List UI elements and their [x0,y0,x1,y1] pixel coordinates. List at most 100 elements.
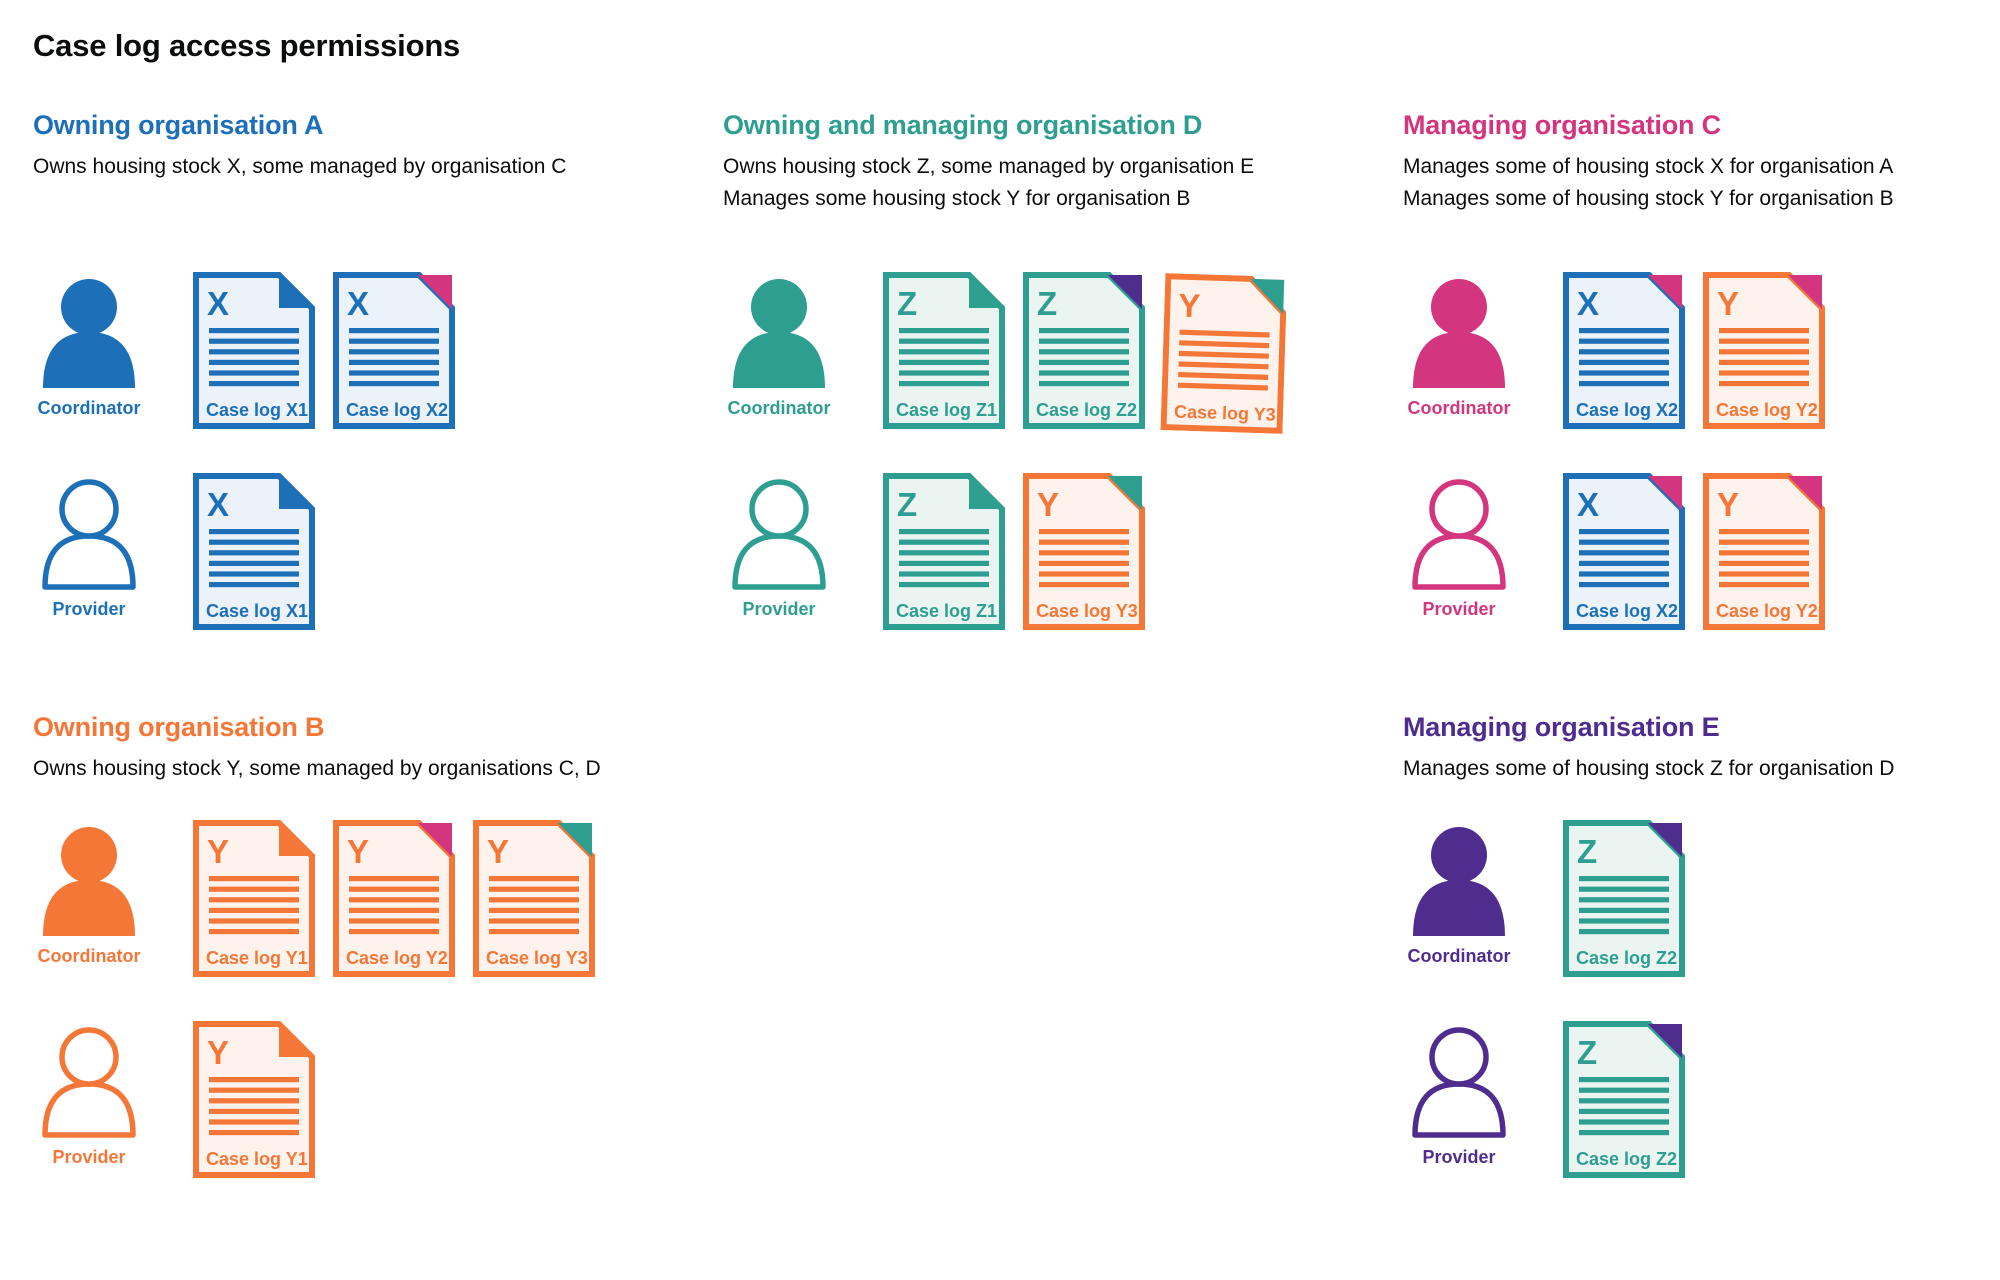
permission-row-coordinator: Coordinator Y Case log Y1 Y Case log Y2 Y Case… [33,820,595,977]
permission-row-provider: Provider Z Case log Z2 [1403,1021,1685,1178]
description-line: Manages some of housing stock Y for orga… [1403,187,1894,210]
stock-letter: Z [1577,1034,1597,1071]
section-heading: Managing organisation E [1403,712,1720,742]
documents-group: X Case log X1 X Case log X2 [193,272,455,429]
role-label: Provider [52,1147,126,1167]
case-log-label: Case log Y3 [1036,601,1138,621]
section-org-b: Owning organisation B Owns housing stock … [33,712,673,1178]
coordinator-person-icon [43,279,135,388]
folded-corner [1788,476,1822,510]
stock-letter: X [1577,486,1599,523]
role-label: Coordinator [1407,398,1511,418]
document-icon: Y Case log Y1 [193,1021,315,1178]
section-description: Manages some of housing stock X for orga… [1403,151,2000,215]
document-icon: X Case log X2 [1563,473,1685,630]
document-icon: Y Case log Y3 [1023,473,1145,630]
stock-letter: Y [1178,287,1201,325]
folded-corner [1108,476,1142,510]
permission-row-coordinator: Coordinator Z Case log Z2 [1403,820,1685,977]
folded-corner [279,823,312,856]
document-icon: X Case log X2 [333,272,455,429]
role-label: Provider [742,599,816,619]
provider-person-icon [1412,1027,1506,1138]
case-log-document: Y Case log Y1 [193,1021,315,1178]
stock-letter: Y [487,833,509,870]
documents-group: Y Case log Y1 [193,1021,315,1178]
case-log-label: Case log Y1 [206,1149,308,1169]
role-label: Coordinator [1407,946,1511,966]
folded-corner [418,275,452,309]
provider-figure: Provider [33,473,145,620]
section-org-d: Owning and managing organisation D Owns h… [723,110,1363,630]
section-description: Manages some of housing stock Z for orga… [1403,753,2000,785]
document-icon: Y Case log Y3 [1160,273,1287,434]
stock-letter: Y [347,833,369,870]
case-log-label: Case log X1 [206,400,308,420]
coordinator-person-icon [1413,827,1505,936]
coordinator-person-icon [43,827,135,936]
coordinator-figure: Coordinator [33,820,145,967]
case-log-label: Case log Y2 [346,948,448,968]
case-log-document: Y Case log Y1 [193,820,315,977]
case-log-document: X Case log X2 [333,272,455,429]
case-log-document: Z Case log Z1 [883,272,1005,429]
folded-corner [1250,278,1285,314]
document-icon: Y Case log Y1 [193,820,315,977]
case-log-document: X Case log X1 [193,473,315,630]
folded-corner [279,1024,312,1057]
permission-row-coordinator: Coordinator X Case log X2 Y Case log Y2 [1403,272,1825,429]
permission-row-coordinator: Coordinator X Case log X1 X Case log X2 [33,272,455,429]
folded-corner [1788,275,1822,309]
description-line: Owns housing stock Y, some managed by or… [33,757,601,780]
folded-corner [969,275,1002,308]
folded-corner [1648,1024,1682,1058]
case-log-document: X Case log X2 [1563,272,1685,429]
document-icon: Y Case log Y2 [1703,473,1825,630]
folded-corner [1648,476,1682,510]
description-line: Manages some housing stock Y for organis… [723,187,1191,210]
provider-person-icon [1412,479,1506,590]
stock-letter: Z [1577,833,1597,870]
section-org-c: Managing organisation C Manages some of h… [1403,110,2000,630]
case-log-label: Case log X1 [206,601,308,621]
coordinator-person-icon [733,279,825,388]
documents-group: X Case log X2 Y Case log Y2 [1563,272,1825,429]
permission-row-provider: Provider Y Case log Y1 [33,1021,595,1178]
folded-corner [969,476,1002,509]
permission-row-coordinator: Coordinator Z Case log Z1 Z Case log Z2 Y Case… [723,272,1287,434]
documents-group: Z Case log Z1 Y Case log Y3 [883,473,1145,630]
folded-corner [1108,275,1142,309]
case-log-label: Case log Z2 [1576,948,1677,968]
stock-letter: Y [1717,285,1739,322]
section-org-e: Managing organisation E Manages some of h… [1403,712,2000,1178]
section-heading: Owning organisation B [33,712,325,742]
coordinator-figure: Coordinator [1403,272,1515,419]
permission-rows: Coordinator X Case log X2 Y Case log Y2 Provi… [1403,272,1825,674]
stock-letter: X [1577,285,1599,322]
description-line: Owns housing stock Z, some managed by or… [723,155,1255,178]
document-icon: Z Case log Z1 [883,473,1005,630]
document-icon: Z Case log Z1 [883,272,1005,429]
case-log-document: X Case log X1 [193,272,315,429]
stock-letter: X [347,285,369,322]
document-icon: X Case log X2 [1563,272,1685,429]
case-log-label: Case log Y2 [1716,400,1818,420]
page-title: Case log access permissions [33,28,461,63]
permission-rows: Coordinator Y Case log Y1 Y Case log Y2 Y Case… [33,820,595,1222]
provider-figure: Provider [1403,1021,1515,1168]
case-log-document: Y Case log Y3 [1160,273,1287,434]
case-log-document: Y Case log Y2 [1703,473,1825,630]
section-heading: Owning and managing organisation D [723,110,1203,140]
permission-row-provider: Provider X Case log X1 [33,473,455,630]
stock-letter: Y [1717,486,1739,523]
documents-group: Z Case log Z2 [1563,820,1685,977]
case-log-document: Y Case log Y3 [1023,473,1145,630]
role-label: Coordinator [37,946,141,966]
folded-corner [418,823,452,857]
document-icon: X Case log X1 [193,473,315,630]
stock-letter: Z [1037,285,1057,322]
provider-person-icon [42,479,136,590]
document-icon: Y Case log Y2 [333,820,455,977]
permission-rows: Coordinator Z Case log Z1 Z Case log Z2 Y Case… [723,272,1287,674]
